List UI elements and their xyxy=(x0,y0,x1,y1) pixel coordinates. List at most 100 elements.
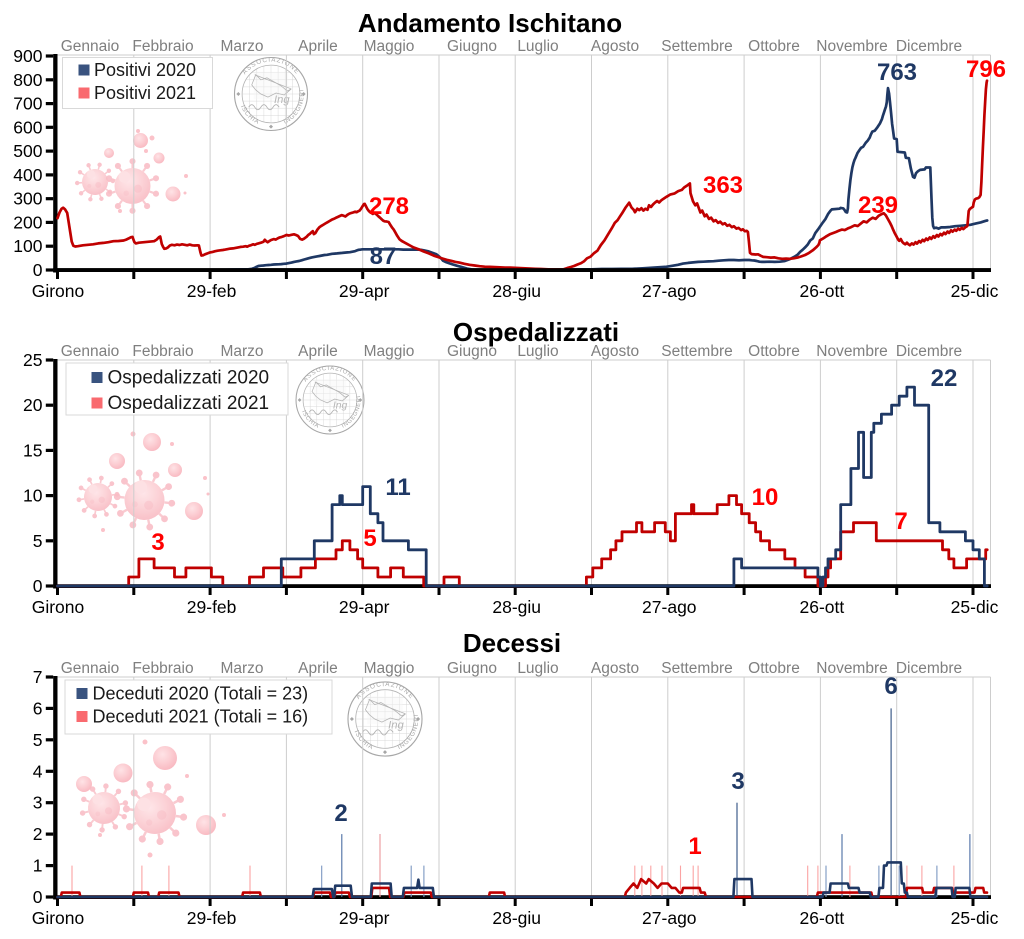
svg-text:Maggio: Maggio xyxy=(364,343,415,360)
svg-text:28-giu: 28-giu xyxy=(492,908,541,928)
svg-text:3: 3 xyxy=(33,793,43,813)
svg-text:Giugno: Giugno xyxy=(447,38,497,55)
svg-text:Settembre: Settembre xyxy=(661,660,733,677)
svg-text:29-feb: 29-feb xyxy=(187,597,237,617)
svg-text:300: 300 xyxy=(13,189,42,209)
svg-text:Dicembre: Dicembre xyxy=(896,343,962,360)
svg-text:29-apr: 29-apr xyxy=(339,908,390,928)
svg-text:Novembre: Novembre xyxy=(816,38,888,55)
svg-text:763: 763 xyxy=(877,59,917,86)
svg-text:27-ago: 27-ago xyxy=(642,281,697,301)
svg-text:1: 1 xyxy=(688,833,701,860)
svg-text:Settembre: Settembre xyxy=(661,38,733,55)
svg-text:Febbraio: Febbraio xyxy=(132,660,193,677)
svg-text:Luglio: Luglio xyxy=(517,660,558,677)
svg-text:25-dic: 25-dic xyxy=(951,597,999,617)
svg-text:10: 10 xyxy=(23,486,43,506)
svg-text:900: 900 xyxy=(13,46,42,66)
svg-text:Maggio: Maggio xyxy=(364,38,415,55)
svg-text:5: 5 xyxy=(33,531,43,551)
svg-text:0: 0 xyxy=(33,887,43,907)
svg-text:26-ott: 26-ott xyxy=(800,908,845,928)
svg-text:Aprile: Aprile xyxy=(298,38,338,55)
svg-text:10: 10 xyxy=(752,484,779,511)
svg-text:Febbraio: Febbraio xyxy=(132,343,193,360)
svg-text:Ospedalizzati: Ospedalizzati xyxy=(453,317,619,347)
svg-text:2: 2 xyxy=(33,824,43,844)
svg-text:Ottobre: Ottobre xyxy=(748,343,800,360)
svg-text:28-giu: 28-giu xyxy=(492,597,541,617)
svg-text:26-ott: 26-ott xyxy=(800,281,845,301)
svg-text:11: 11 xyxy=(385,474,410,501)
svg-text:Giugno: Giugno xyxy=(447,660,497,677)
svg-text:239: 239 xyxy=(858,192,898,219)
svg-text:Gennaio: Gennaio xyxy=(61,38,120,55)
svg-text:20: 20 xyxy=(23,395,43,415)
svg-text:Agosto: Agosto xyxy=(591,660,639,677)
svg-text:Ottobre: Ottobre xyxy=(748,660,800,677)
svg-text:15: 15 xyxy=(23,440,42,460)
svg-text:278: 278 xyxy=(369,193,409,220)
svg-text:0: 0 xyxy=(33,260,43,280)
svg-text:Marzo: Marzo xyxy=(220,343,263,360)
svg-text:5: 5 xyxy=(363,525,376,552)
svg-text:Luglio: Luglio xyxy=(517,343,558,360)
svg-text:Febbraio: Febbraio xyxy=(132,38,193,55)
svg-text:600: 600 xyxy=(13,117,42,137)
svg-text:700: 700 xyxy=(13,94,42,114)
svg-text:Giugno: Giugno xyxy=(447,343,497,360)
svg-text:Deceduti 2021 (Totali = 16): Deceduti 2021 (Totali = 16) xyxy=(93,707,309,727)
svg-text:Gennaio: Gennaio xyxy=(61,660,120,677)
svg-text:Novembre: Novembre xyxy=(816,660,888,677)
svg-text:7: 7 xyxy=(33,667,43,687)
svg-text:27-ago: 27-ago xyxy=(642,908,697,928)
svg-text:Girono: Girono xyxy=(32,908,85,928)
svg-text:7: 7 xyxy=(894,508,907,535)
svg-text:363: 363 xyxy=(703,172,743,199)
svg-text:Ospedalizzati 2020: Ospedalizzati 2020 xyxy=(108,368,270,389)
svg-text:800: 800 xyxy=(13,70,42,90)
svg-text:Agosto: Agosto xyxy=(591,343,639,360)
svg-text:Dicembre: Dicembre xyxy=(896,38,962,55)
svg-text:Ottobre: Ottobre xyxy=(748,38,800,55)
svg-text:Ospedalizzati 2021: Ospedalizzati 2021 xyxy=(108,393,270,414)
svg-text:25-dic: 25-dic xyxy=(951,908,999,928)
svg-text:4: 4 xyxy=(33,761,43,781)
svg-text:6: 6 xyxy=(33,698,43,718)
svg-text:29-apr: 29-apr xyxy=(339,281,390,301)
svg-text:796: 796 xyxy=(966,56,1006,83)
svg-text:Aprile: Aprile xyxy=(298,660,338,677)
svg-text:29-feb: 29-feb xyxy=(187,908,237,928)
svg-text:Aprile: Aprile xyxy=(298,343,338,360)
svg-text:1: 1 xyxy=(33,856,43,876)
svg-text:Dicembre: Dicembre xyxy=(896,660,962,677)
svg-text:5: 5 xyxy=(33,730,43,750)
svg-text:26-ott: 26-ott xyxy=(800,597,845,617)
svg-text:0: 0 xyxy=(33,576,43,596)
svg-text:25-dic: 25-dic xyxy=(951,281,999,301)
svg-text:Marzo: Marzo xyxy=(220,38,263,55)
svg-text:22: 22 xyxy=(931,365,958,392)
svg-text:Marzo: Marzo xyxy=(220,660,263,677)
svg-text:29-apr: 29-apr xyxy=(339,597,390,617)
svg-text:28-giu: 28-giu xyxy=(492,281,541,301)
svg-text:87: 87 xyxy=(370,243,397,270)
svg-text:Settembre: Settembre xyxy=(661,343,733,360)
svg-text:Girono: Girono xyxy=(32,597,85,617)
svg-text:25: 25 xyxy=(23,350,42,370)
svg-text:29-feb: 29-feb xyxy=(187,281,237,301)
svg-text:400: 400 xyxy=(13,165,42,185)
svg-text:Positivi 2020: Positivi 2020 xyxy=(94,60,196,80)
svg-text:2: 2 xyxy=(334,800,347,827)
svg-text:Positivi 2021: Positivi 2021 xyxy=(94,83,196,103)
svg-text:Decessi: Decessi xyxy=(463,628,561,658)
svg-text:Girono: Girono xyxy=(32,281,85,301)
svg-text:27-ago: 27-ago xyxy=(642,597,697,617)
svg-text:3: 3 xyxy=(731,768,744,795)
svg-text:Novembre: Novembre xyxy=(816,343,888,360)
svg-text:Luglio: Luglio xyxy=(517,38,558,55)
svg-text:Andamento Ischitano: Andamento Ischitano xyxy=(358,8,622,38)
svg-text:Maggio: Maggio xyxy=(364,660,415,677)
svg-text:6: 6 xyxy=(884,673,897,700)
svg-text:500: 500 xyxy=(13,141,42,161)
